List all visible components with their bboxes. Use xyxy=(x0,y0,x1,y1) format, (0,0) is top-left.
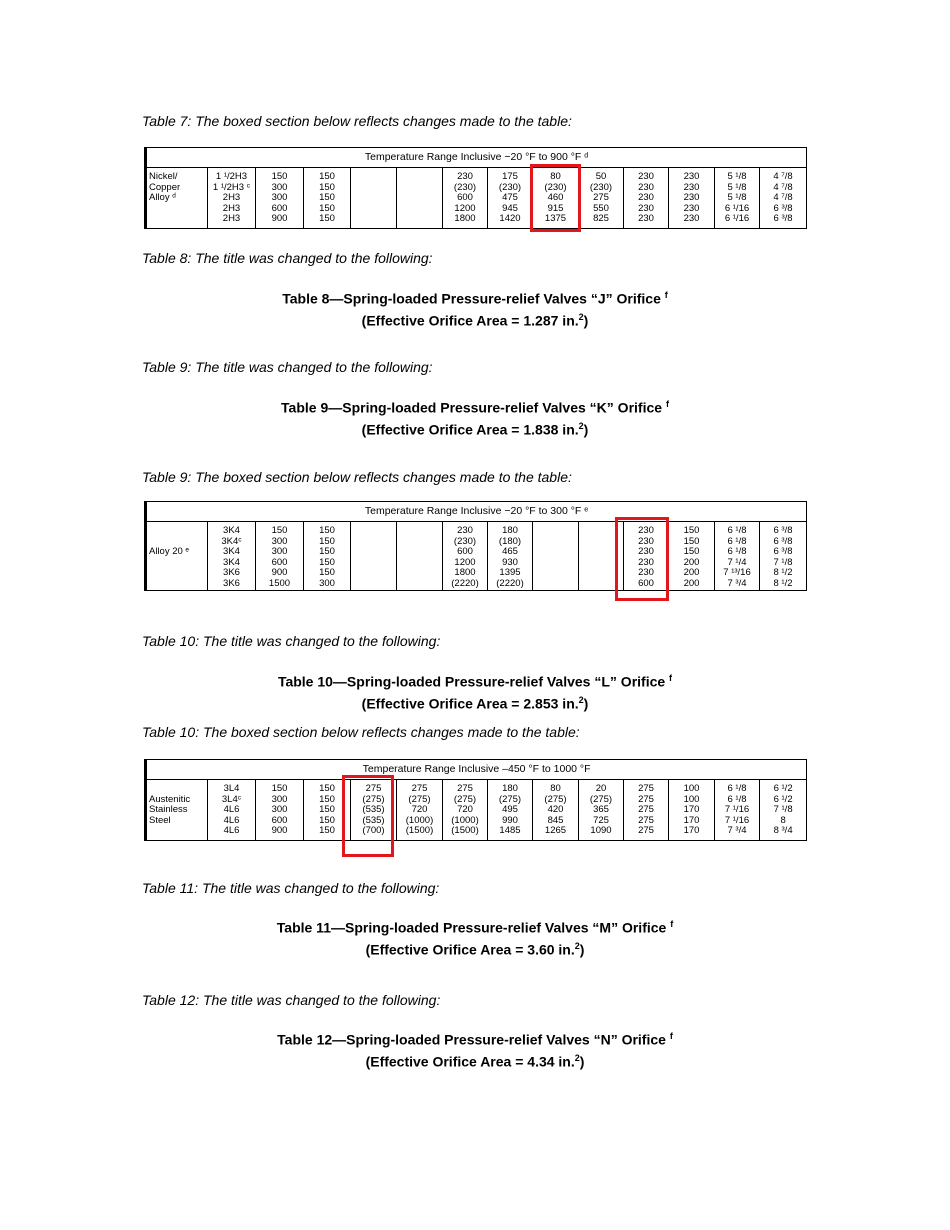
title-line2: (Effective Orifice Area = 3.60 in. xyxy=(365,941,575,958)
exponent: 2 xyxy=(578,694,584,705)
table-cell xyxy=(350,521,397,591)
table-cell: 150 300 300 600 900 1500 xyxy=(255,521,304,591)
material-cell: Austenitic Stainless Steel xyxy=(144,779,208,841)
table11-title: Table 11—Spring-loaded Pressure-relief V… xyxy=(276,919,674,958)
title-line1: Table 10—Spring-loaded Pressure-relief V… xyxy=(277,673,670,690)
table-cell: 150 300 300 600 900 xyxy=(255,779,304,841)
note-table12: Table 12: The title was changed to the f… xyxy=(142,992,441,1008)
note-table10-box: Table 10: The boxed section below reflec… xyxy=(142,724,580,740)
table10-excerpt: Temperature Range Inclusive –450 °F to 1… xyxy=(143,759,808,841)
note-table10: Table 10: The title was changed to the f… xyxy=(142,633,441,649)
exponent: 2 xyxy=(574,940,580,951)
footnote-mark: f xyxy=(665,399,669,409)
title-line1: Table 12—Spring-loaded Pressure-relief V… xyxy=(277,1031,670,1048)
table9-excerpt: Temperature Range Inclusive −20 °F to 30… xyxy=(143,501,808,591)
table-cell: 275 (275) 720 (1000) (1500) xyxy=(442,779,488,841)
change-box xyxy=(530,164,581,232)
table-cell: 275 (275) (535) (535) (700) xyxy=(350,779,397,841)
table-cell: 6 ¹/2 6 ¹/2 7 ¹/8 8 8 ³/4 xyxy=(758,779,808,841)
table-cell: 150 150 150 150 150 300 xyxy=(303,521,351,591)
table-cell: 100 100 170 170 170 xyxy=(668,779,715,841)
table12-title: Table 12—Spring-loaded Pressure-relief V… xyxy=(277,1031,673,1070)
table10-title: Table 10—Spring-loaded Pressure-relief V… xyxy=(277,673,673,712)
change-box xyxy=(615,517,669,601)
title-line1: Table 8—Spring-loaded Pressure-relief Va… xyxy=(282,290,665,307)
table-cell: 20 (275) 365 725 1090 xyxy=(578,779,624,841)
table-header: Temperature Range Inclusive −20 °F to 30… xyxy=(143,501,808,522)
title-line2: (Effective Orifice Area = 1.838 in. xyxy=(361,421,579,438)
table8-title: Table 8—Spring-loaded Pressure-relief Va… xyxy=(282,290,668,329)
material-cell: Nickel/ Copper Alloy ᵈ xyxy=(144,167,208,229)
exponent: 2 xyxy=(578,420,584,431)
table-cell xyxy=(350,167,397,229)
exponent: 2 xyxy=(578,311,584,322)
table7-excerpt: Temperature Range Inclusive −20 °F to 90… xyxy=(143,147,808,229)
table-cell: 230 230 230 230 230 xyxy=(623,167,669,229)
table-cell: 80 (230) 460 915 1375 xyxy=(532,167,579,229)
note-table9: Table 9: The title was changed to the fo… xyxy=(142,359,433,375)
table-cell: 230 (230) 600 1200 1800 xyxy=(442,167,488,229)
table-cell: 150 300 300 600 900 xyxy=(255,167,304,229)
footnote-mark: f xyxy=(670,919,674,929)
table-cell: 3L4 3L4ᶜ 4L6 4L6 4L6 xyxy=(207,779,256,841)
table-cell: 230 230 230 230 230 xyxy=(668,167,715,229)
table-cell: 6 ¹/8 6 ¹/8 7 ¹/16 7 ¹/16 7 ³/4 xyxy=(714,779,760,841)
note-table11: Table 11: The title was changed to the f… xyxy=(142,880,440,896)
table-cell: 230 (230) 600 1200 1800 (2220) xyxy=(442,521,488,591)
exponent: 2 xyxy=(574,1052,580,1063)
note-table9-box: Table 9: The boxed section below reflect… xyxy=(142,469,572,485)
table-cell: 80 (275) 420 845 1265 xyxy=(532,779,579,841)
table-header: Temperature Range Inclusive −20 °F to 90… xyxy=(143,147,808,168)
title-line1: Table 9—Spring-loaded Pressure-relief Va… xyxy=(281,399,666,416)
table-cell: 180 (180) 465 930 1395 (2220) xyxy=(487,521,533,591)
table9-title: Table 9—Spring-loaded Pressure-relief Va… xyxy=(281,399,669,438)
table-row: Alloy 20 ᵉ 3K4 3K4ᶜ 3K4 3K4 3K6 3K6 150 30… xyxy=(144,521,808,591)
table-cell: 6 ³/8 6 ³/8 6 ³/8 7 ¹/8 8 ¹/2 8 ¹/2 xyxy=(758,521,808,591)
title-line2: (Effective Orifice Area = 4.34 in. xyxy=(365,1053,575,1070)
table-row: Austenitic Stainless Steel 3L4 3L4ᶜ 4L6 4… xyxy=(144,779,808,841)
table-cell: 3K4 3K4ᶜ 3K4 3K4 3K6 3K6 xyxy=(207,521,256,591)
title-line2: (Effective Orifice Area = 2.853 in. xyxy=(361,695,579,712)
footnote-mark: f xyxy=(669,1031,673,1041)
table-cell: 4 ⁷/8 4 ⁷/8 4 ⁷/8 6 ³/8 6 ³/8 xyxy=(758,167,808,229)
table-cell: 180 (275) 495 990 1485 xyxy=(487,779,533,841)
table-cell: 50 (230) 275 550 825 xyxy=(578,167,624,229)
note-table7: Table 7: The boxed section below reflect… xyxy=(142,113,572,129)
table-cell: 275 (275) 720 (1000) (1500) xyxy=(396,779,443,841)
table-cell xyxy=(532,521,579,591)
title-line2: (Effective Orifice Area = 1.287 in. xyxy=(361,312,579,329)
table-cell: 150 150 150 200 200 200 xyxy=(668,521,715,591)
table-cell: 275 275 275 275 275 xyxy=(623,779,669,841)
table-cell: 1 ¹/2H3 1 ¹/2H3 ᶜ 2H3 2H3 2H3 xyxy=(207,167,256,229)
footnote-mark: f xyxy=(669,673,673,683)
table-header: Temperature Range Inclusive –450 °F to 1… xyxy=(143,759,808,780)
table-cell: 5 ¹/8 5 ¹/8 5 ¹/8 6 ¹/16 6 ¹/16 xyxy=(714,167,760,229)
table-cell xyxy=(396,521,443,591)
table-cell: 175 (230) 475 945 1420 xyxy=(487,167,533,229)
change-box xyxy=(342,775,394,857)
material-cell: Alloy 20 ᵉ xyxy=(144,521,208,591)
table-cell: 6 ¹/8 6 ¹/8 6 ¹/8 7 ¹/4 7 ¹³/16 7 ³/4 xyxy=(714,521,760,591)
title-line1: Table 11—Spring-loaded Pressure-relief V… xyxy=(276,919,671,936)
table-cell: 230 230 230 230 230 600 xyxy=(623,521,669,591)
table-cell xyxy=(396,167,443,229)
table-cell: 150 150 150 150 150 xyxy=(303,167,351,229)
note-table8: Table 8: The title was changed to the fo… xyxy=(142,250,433,266)
footnote-mark: f xyxy=(664,290,668,300)
